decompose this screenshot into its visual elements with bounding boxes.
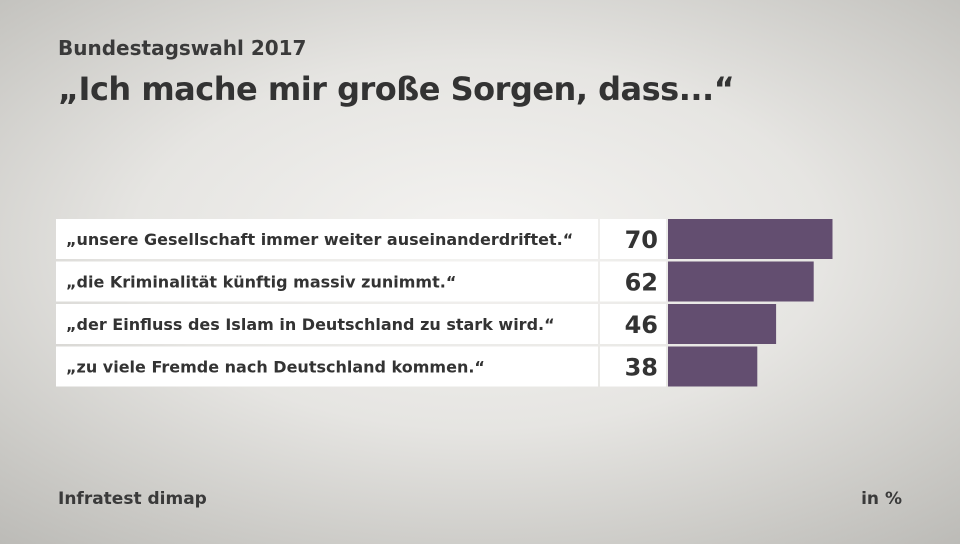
bar <box>668 261 814 302</box>
value-label: 46 <box>625 311 658 339</box>
value-label: 38 <box>625 354 658 382</box>
value-label: 70 <box>625 226 658 254</box>
value-label-box <box>600 346 666 387</box>
bar <box>668 346 758 387</box>
category-label-box <box>56 304 598 344</box>
bar <box>668 219 833 259</box>
value-label-box <box>600 261 666 302</box>
category-label: „zu viele Fremde nach Deutschland kommen… <box>66 358 485 377</box>
value-label: 62 <box>625 269 658 297</box>
category-label: „unsere Gesellschaft immer weiter ausein… <box>66 230 573 249</box>
category-label: „die Kriminalität künftig massiv zunimmt… <box>66 273 456 292</box>
category-label-box <box>56 346 598 387</box>
value-label-box <box>600 304 666 344</box>
value-label-box <box>600 219 666 259</box>
chart-supertitle: Bundestagswahl 2017 <box>58 36 307 60</box>
unit-label: in % <box>861 489 902 509</box>
chart-title: „Ich mache mir große Sorgen, dass...“ <box>58 70 735 108</box>
category-label-box <box>56 261 598 302</box>
bar <box>668 304 777 344</box>
category-label-box <box>56 219 598 259</box>
category-label: „der Einfluss des Islam in Deutschland z… <box>66 315 555 334</box>
source-label: Infratest dimap <box>58 489 207 509</box>
